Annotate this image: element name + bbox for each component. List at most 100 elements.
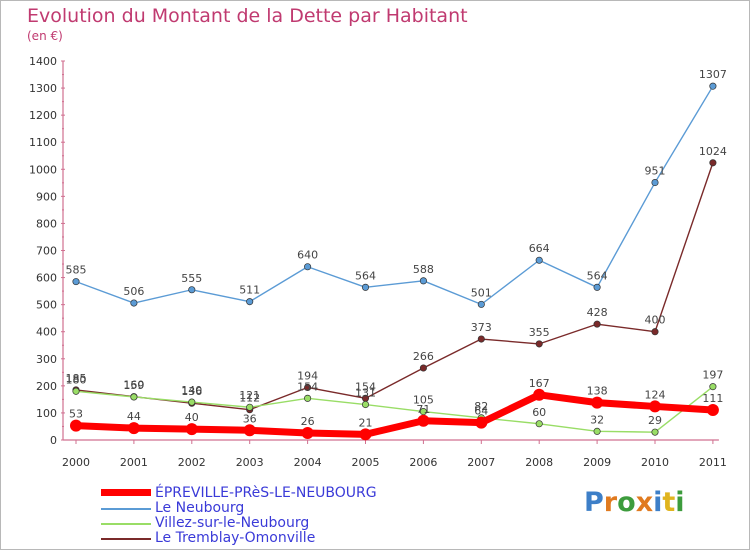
series-point [127, 422, 140, 435]
x-tick-label: 2005 [352, 456, 380, 469]
y-tick-label: 1000 [29, 163, 57, 176]
data-label: 167 [529, 377, 550, 390]
legend-label: Le Tremblay-Omonville [155, 530, 316, 546]
series-point [246, 298, 254, 306]
series-point [304, 394, 312, 402]
series-point [706, 403, 719, 416]
proxiti-logo: Proxiti [584, 487, 685, 518]
x-tick-label: 2007 [467, 456, 495, 469]
data-label: 29 [648, 414, 662, 427]
data-label: 400 [645, 314, 666, 327]
data-label: 180 [66, 373, 87, 386]
data-label: 194 [297, 369, 318, 382]
data-label: 71 [416, 403, 430, 416]
series-line [75, 385, 714, 433]
y-tick-label: 500 [36, 299, 57, 312]
series-point [591, 396, 604, 409]
data-label: 588 [413, 263, 434, 276]
data-label: 21 [359, 416, 373, 429]
x-tick-label: 2011 [699, 456, 727, 469]
series-point [301, 426, 314, 439]
y-tick-label: 1300 [29, 82, 57, 95]
logo-letter: i [653, 487, 663, 518]
x-tick-label: 2002 [178, 456, 206, 469]
series-point [651, 328, 659, 336]
x-tick-label: 2006 [409, 456, 437, 469]
data-label: 266 [413, 350, 434, 363]
series-line [75, 162, 714, 411]
series-point [188, 398, 196, 406]
series-point [651, 428, 659, 436]
y-tick-label: 800 [36, 217, 57, 230]
x-tick-label: 2009 [583, 456, 611, 469]
series-point [359, 428, 372, 441]
data-label: 131 [355, 387, 376, 400]
legend-label: Villez-sur-le-Neubourg [155, 515, 310, 531]
series-point [593, 283, 601, 291]
data-label: 36 [243, 412, 257, 425]
y-tick-label: 400 [36, 326, 57, 339]
data-label: 159 [123, 379, 144, 392]
data-label: 428 [587, 306, 608, 319]
data-label: 121 [239, 389, 260, 402]
series-line [75, 85, 714, 306]
data-label: 154 [297, 380, 318, 393]
data-label: 355 [529, 326, 550, 339]
data-label: 105 [413, 394, 434, 407]
data-label: 111 [702, 392, 723, 405]
series-point [593, 427, 601, 435]
series-point [361, 283, 370, 291]
data-label: 564 [587, 269, 608, 282]
series-point [709, 82, 717, 90]
series-point [417, 414, 430, 427]
x-tick-label: 2000 [62, 456, 90, 469]
series-point [419, 277, 427, 285]
series-point [709, 383, 717, 391]
data-label: 136 [181, 385, 202, 398]
series-point [419, 364, 427, 372]
chart-subtitle: (en €) [27, 29, 63, 43]
data-label: 82 [474, 400, 488, 413]
series-point [304, 383, 312, 392]
data-label: 124 [645, 388, 666, 401]
series-point [533, 388, 546, 401]
data-label: 140 [181, 384, 202, 397]
data-label: 501 [471, 286, 492, 299]
data-label: 951 [645, 165, 666, 178]
series-point [304, 263, 312, 271]
logo-letter: r [603, 487, 618, 518]
series-point [419, 408, 427, 416]
data-label: 138 [587, 385, 608, 398]
logo-letter: x [635, 487, 654, 518]
series-point [651, 179, 659, 187]
x-tick-label: 2004 [294, 456, 322, 469]
data-label: 373 [471, 321, 492, 334]
data-label: 154 [355, 380, 376, 393]
legend-label: ÉPREVILLE-PRèS-LE-NEUBOURG [155, 485, 377, 501]
data-label: 112 [239, 392, 260, 405]
data-label: 64 [474, 405, 488, 418]
y-tick-label: 1100 [29, 136, 57, 149]
series-point [475, 416, 488, 429]
legend-swatch [101, 489, 151, 496]
series-point [593, 320, 601, 328]
series-point [72, 387, 80, 395]
logo-letter: P [584, 487, 604, 518]
series-point [709, 159, 717, 167]
logo-letter: t [662, 487, 676, 518]
y-tick-label: 0 [50, 434, 57, 447]
series-point [246, 403, 254, 411]
series-point [477, 300, 485, 308]
data-label: 564 [355, 269, 376, 282]
data-label: 40 [185, 411, 199, 424]
y-tick-label: 200 [36, 380, 57, 393]
y-tick-label: 900 [36, 190, 57, 203]
data-label: 585 [66, 264, 87, 277]
series-point [477, 335, 485, 343]
series-point [130, 393, 138, 401]
data-label: 32 [590, 413, 604, 426]
series-point [243, 424, 256, 437]
series-point [361, 400, 370, 409]
y-tick-label: 1400 [29, 55, 57, 68]
